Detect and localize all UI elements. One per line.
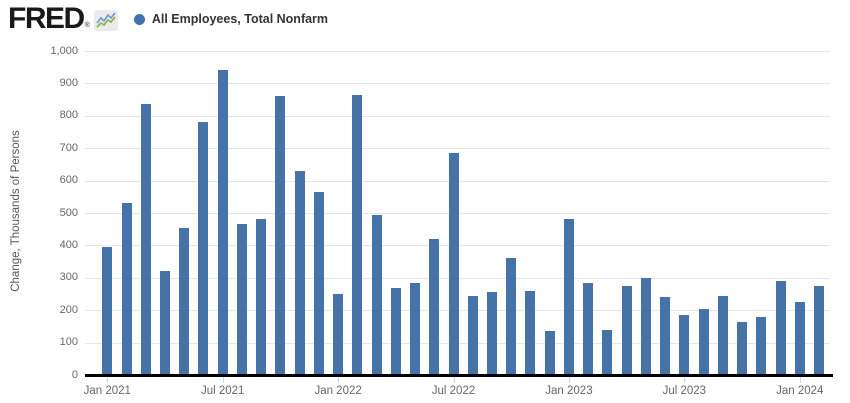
bar[interactable]	[429, 238, 440, 377]
bar[interactable]	[236, 224, 247, 377]
y-gridline	[85, 51, 830, 52]
bar[interactable]	[313, 191, 324, 377]
bar[interactable]	[198, 122, 209, 377]
x-tick-label: Jul 2023	[662, 385, 707, 397]
bar[interactable]	[256, 219, 267, 377]
bar[interactable]	[410, 282, 421, 377]
y-tick-label: 200	[59, 303, 78, 316]
bar[interactable]	[352, 94, 363, 377]
chart-legend: All Employees, Total Nonfarm	[133, 12, 329, 26]
y-tick-label: 100	[59, 336, 78, 349]
x-tick-label: Jan 2023	[545, 385, 593, 397]
bar[interactable]	[487, 292, 497, 377]
bar[interactable]	[448, 153, 459, 377]
y-tick-label: 300	[59, 271, 78, 284]
x-tick-mark	[453, 377, 455, 383]
sparkline-chart-icon	[93, 10, 118, 31]
bar[interactable]	[621, 285, 632, 377]
bar[interactable]	[333, 294, 344, 377]
bar[interactable]	[717, 295, 728, 377]
bar[interactable]	[640, 277, 651, 377]
bar[interactable]	[698, 308, 709, 377]
bar[interactable]	[525, 290, 536, 377]
bar[interactable]	[390, 287, 401, 377]
y-tick-label: 400	[59, 238, 78, 251]
y-gridline	[85, 148, 830, 150]
legend-marker-dot	[133, 13, 145, 25]
bar[interactable]	[467, 295, 478, 377]
bar[interactable]	[179, 227, 190, 377]
bar[interactable]	[294, 170, 305, 377]
x-tick-mark	[799, 377, 801, 383]
bar[interactable]	[371, 214, 382, 377]
y-tick-label: 600	[59, 174, 78, 187]
x-axis-line	[85, 374, 833, 377]
x-tick-label: Jan 2021	[83, 385, 131, 397]
y-tick-label: 0	[71, 368, 78, 381]
bar[interactable]	[660, 297, 671, 377]
x-tick-mark	[338, 377, 340, 383]
bar[interactable]	[813, 285, 824, 377]
chart-header: FRED ® All Employees, Total Nonfarm	[8, 2, 329, 35]
y-tick-label: 1,000	[50, 44, 78, 57]
bar[interactable]	[217, 70, 228, 377]
bar[interactable]	[794, 302, 805, 377]
bar[interactable]	[102, 247, 113, 377]
bar[interactable]	[544, 331, 555, 377]
fred-logo-text: FRED	[8, 2, 85, 35]
legend-series-label: All Employees, Total Nonfarm	[151, 12, 329, 26]
bar[interactable]	[506, 258, 517, 377]
x-tick-label: Jul 2022	[431, 385, 476, 397]
bar[interactable]	[583, 282, 594, 377]
registered-trademark: ®	[84, 22, 90, 29]
bar-chart: Change, Thousands of Persons 0 100 200 300 4…	[0, 34, 850, 403]
y-tick-label: 700	[59, 141, 78, 154]
y-tick-label: 800	[59, 109, 78, 122]
bar[interactable]	[563, 219, 574, 377]
y-axis-title: Change, Thousands of Persons	[10, 130, 22, 292]
bar[interactable]	[775, 281, 786, 377]
x-tick-mark	[107, 377, 109, 383]
x-tick-mark	[568, 377, 570, 383]
x-tick-label: Jan 2022	[314, 385, 362, 397]
bar[interactable]	[275, 96, 286, 377]
y-gridline	[85, 115, 830, 117]
x-tick-label: Jul 2021	[200, 385, 245, 397]
bar[interactable]	[756, 316, 767, 377]
bar[interactable]	[602, 329, 613, 377]
x-tick-label: Jan 2024	[776, 385, 824, 397]
y-tick-label: 900	[59, 76, 78, 89]
bar[interactable]	[737, 321, 748, 377]
y-tick-label: 500	[59, 206, 78, 219]
y-gridline	[85, 83, 830, 85]
bar[interactable]	[679, 315, 690, 377]
x-tick-mark	[222, 377, 224, 383]
x-tick-mark	[684, 377, 686, 383]
bar[interactable]	[121, 203, 132, 377]
bar[interactable]	[160, 271, 170, 377]
fred-logo[interactable]: FRED ®	[8, 2, 118, 35]
bar[interactable]	[140, 104, 151, 377]
